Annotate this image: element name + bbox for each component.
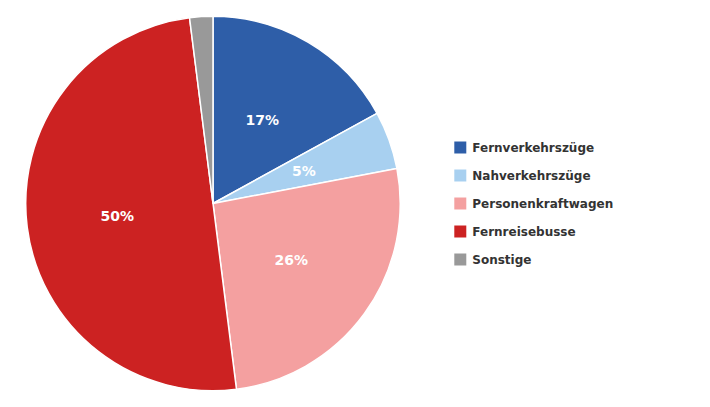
svg-text:Personenkraftwagen: Personenkraftwagen xyxy=(472,197,613,211)
svg-text:Sonstige: Sonstige xyxy=(472,253,531,267)
svg-text:17%: 17% xyxy=(245,112,279,128)
svg-text:5%: 5% xyxy=(292,163,316,179)
svg-text:50%: 50% xyxy=(100,208,134,224)
svg-text:26%: 26% xyxy=(274,252,308,268)
svg-text:Nahverkehrszüge: Nahverkehrszüge xyxy=(472,169,590,183)
svg-text:Fernreisebusse: Fernreisebusse xyxy=(472,225,575,239)
svg-text:Fernverkehrszüge: Fernverkehrszüge xyxy=(472,141,594,155)
